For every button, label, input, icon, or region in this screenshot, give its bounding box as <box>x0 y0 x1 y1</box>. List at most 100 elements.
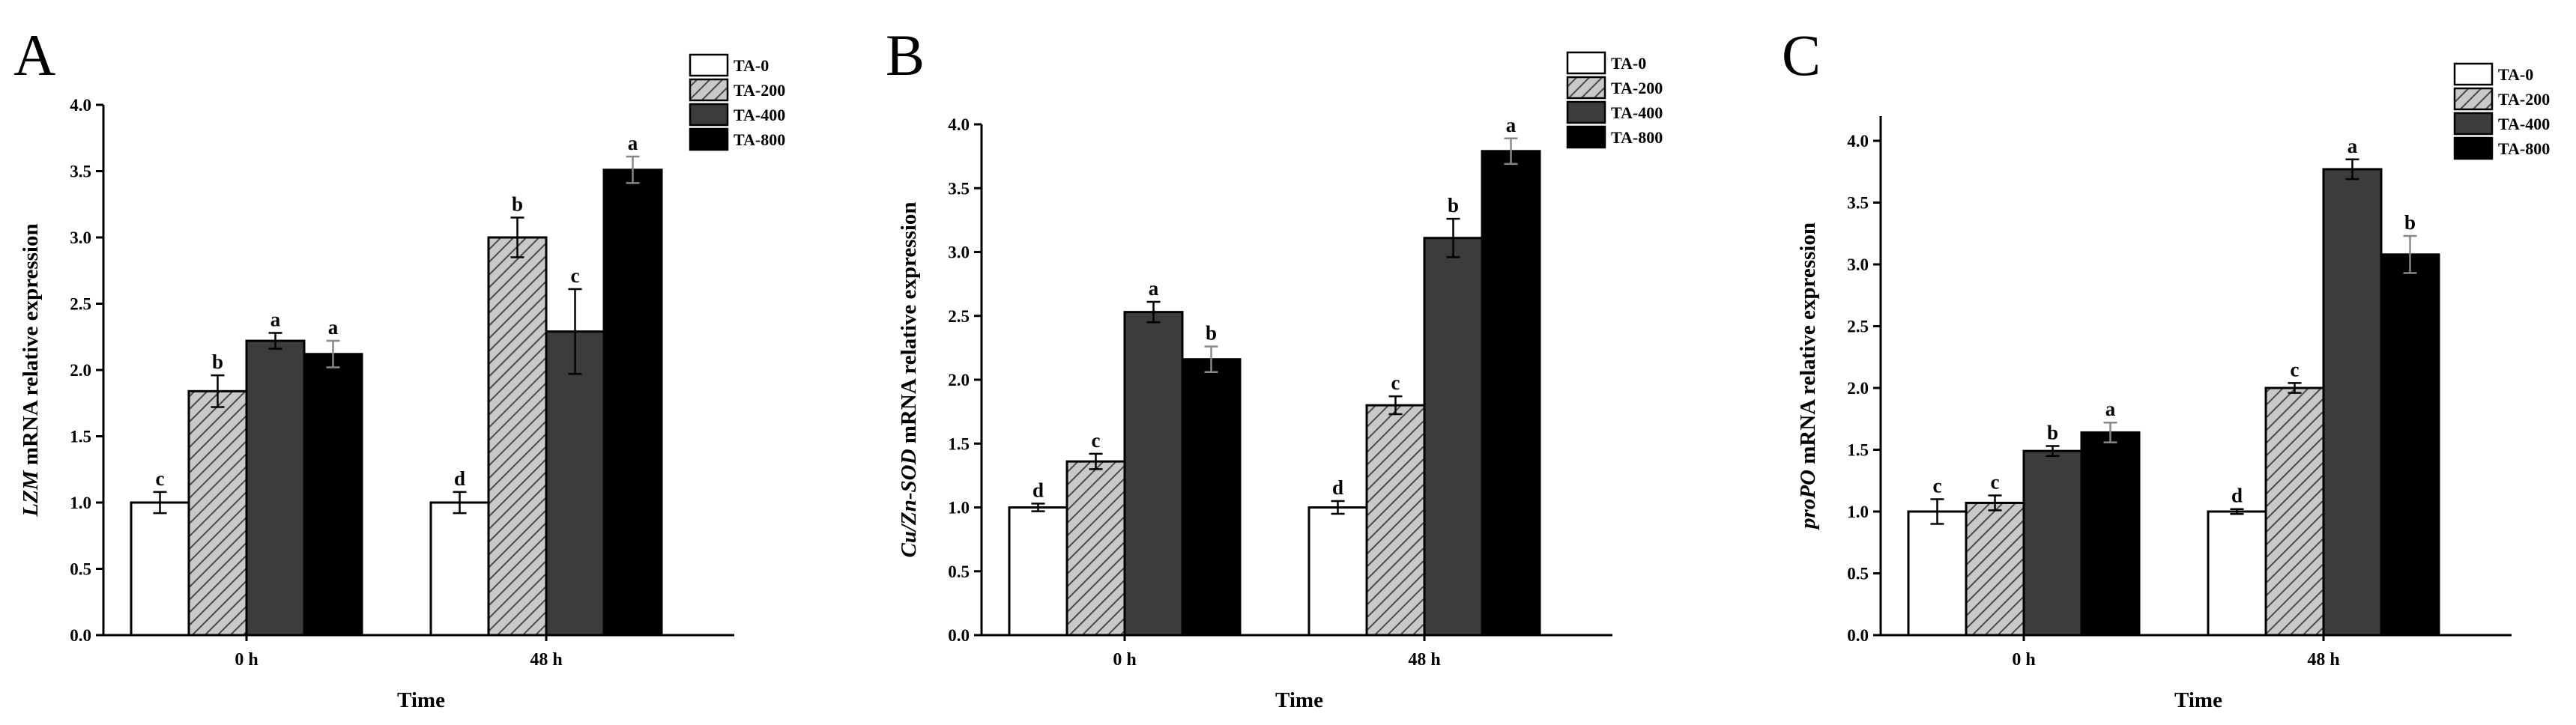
y-tick-label: 4.0 <box>1847 132 1869 151</box>
bar-ta-200-0h <box>1965 501 2025 637</box>
legend-label: TA-400 <box>2498 115 2550 133</box>
x-tick-label: 0 h <box>235 650 258 670</box>
y-tick-label: 0.0 <box>1847 626 1869 645</box>
panel-label: C <box>1782 22 1821 88</box>
x-tick-label: 48 h <box>2307 650 2339 670</box>
legend-label: TA-200 <box>1611 79 1663 97</box>
bar-ta-200-0h <box>187 389 248 637</box>
significance-letter: c <box>2291 358 2300 380</box>
x-tick-label: 0 h <box>1113 650 1136 670</box>
significance-letter: c <box>571 264 580 287</box>
y-tick-label: 1.0 <box>70 494 91 512</box>
bar-ta-800-0h <box>2080 431 2141 637</box>
legend-swatch-ta-200 <box>689 78 729 102</box>
bar-ta-0-0h <box>1008 506 1068 637</box>
legend-label: TA-400 <box>734 106 785 124</box>
error-bar <box>2288 382 2302 394</box>
x-axis-label: Time <box>1275 688 1323 712</box>
legend-label: TA-0 <box>1611 54 1646 73</box>
error-bar <box>1031 503 1045 512</box>
chart-panel-a: A 0.0 0.5 1.0 1.5 2.0 2.5 3.0 3.5 4.0 LZM mRNA rel… <box>13 22 785 712</box>
bar-ta-400-48h <box>2322 168 2383 637</box>
error-bar <box>1388 395 1403 416</box>
bar-ta-800-0h <box>303 353 363 637</box>
panel-label: B <box>886 22 925 88</box>
y-axis-label-text: mRNA relative expression <box>897 201 921 449</box>
legend-swatch-ta-800 <box>2453 136 2494 160</box>
legend-swatch-ta-800 <box>1566 125 1606 149</box>
y-axis-label: proPO mRNA relative expression <box>1796 222 1820 531</box>
x-tick-label: 0 h <box>2012 650 2035 670</box>
y-axis-label-gene: Cu/Zn-SOD <box>897 449 921 557</box>
y-tick-label: 3.0 <box>1847 255 1869 274</box>
y-tick-label: 0.5 <box>1847 565 1869 583</box>
bar-ta-0-48h <box>429 501 490 637</box>
significance-letter: b <box>1448 194 1459 216</box>
y-tick-label: 3.0 <box>948 243 970 262</box>
x-axis-label: Time <box>2174 688 2222 712</box>
y-tick-label: 1.5 <box>1847 441 1869 460</box>
significance-letter: a <box>2105 398 2116 420</box>
legend-swatch-ta-400 <box>689 103 729 127</box>
bar-ta-400-0h <box>245 339 306 637</box>
bar-ta-800-48h <box>602 169 663 637</box>
legend-label: TA-800 <box>734 130 785 149</box>
legend-label: TA-800 <box>2498 139 2550 158</box>
significance-letter: b <box>212 351 223 373</box>
y-tick-label: 2.5 <box>1847 318 1869 336</box>
legend-swatch-ta-0 <box>1566 51 1606 75</box>
bar-ta-0-0h <box>1907 510 1968 637</box>
significance-letter: b <box>1206 322 1217 345</box>
error-bar <box>1089 452 1103 470</box>
error-bar <box>1504 137 1518 166</box>
x-tick-label: 48 h <box>530 650 562 670</box>
significance-letter: b <box>512 192 523 215</box>
legend-label: TA-400 <box>1611 103 1663 122</box>
y-tick-label: 1.0 <box>1847 503 1869 521</box>
bar-ta-200-48h <box>1365 404 1426 637</box>
legend-swatch-ta-200 <box>1566 76 1606 100</box>
error-bar <box>2403 234 2417 274</box>
bar-ta-400-48h <box>545 330 605 637</box>
error-bar <box>1988 494 2002 512</box>
y-tick-label: 2.0 <box>948 371 970 389</box>
significance-letter: a <box>628 132 638 154</box>
legend-label: TA-800 <box>1611 128 1663 147</box>
error-bar <box>626 155 640 184</box>
error-bar <box>2046 445 2060 457</box>
y-tick-label: 3.0 <box>70 228 91 247</box>
significance-letter: c <box>156 467 165 490</box>
legend-label: TA-200 <box>734 81 785 100</box>
legend: TA-0 TA-200 TA-400 TA-800 <box>689 53 785 151</box>
x-tick-label: 48 h <box>1408 650 1440 670</box>
y-tick-label: 2.0 <box>70 361 91 380</box>
y-tick-label: 4.0 <box>70 96 91 115</box>
error-bar <box>211 374 225 408</box>
significance-letter: d <box>1332 476 1343 499</box>
error-bar <box>268 332 282 350</box>
error-bar <box>153 491 167 515</box>
bar-ta-800-48h <box>1481 150 1541 637</box>
error-bar <box>1146 300 1161 324</box>
bar-ta-400-0h <box>1123 311 1184 637</box>
significance-letter: a <box>328 316 339 339</box>
bar-ta-0-48h <box>1307 506 1368 637</box>
y-tick-label: 2.5 <box>70 295 91 314</box>
y-axis-label-text: mRNA relative expression <box>1796 222 1820 470</box>
y-tick-label: 0.0 <box>70 626 91 645</box>
significance-letter: d <box>2231 485 2243 507</box>
error-bar <box>1930 498 1944 525</box>
y-tick-label: 4.0 <box>948 115 970 134</box>
significance-letter: a <box>270 308 281 330</box>
error-bar <box>2230 508 2244 515</box>
significance-letter: c <box>1092 429 1101 452</box>
bar-ta-200-48h <box>2264 386 2325 637</box>
legend-label: TA-0 <box>2498 65 2533 84</box>
significance-letter: a <box>2347 135 2358 157</box>
legend-swatch-ta-0 <box>2453 62 2494 86</box>
significance-letter: b <box>2047 422 2058 444</box>
bar-ta-800-0h <box>1181 358 1242 637</box>
y-tick-label: 1.5 <box>70 428 91 446</box>
error-bar <box>1446 217 1460 258</box>
bar-ta-200-0h <box>1065 460 1126 637</box>
